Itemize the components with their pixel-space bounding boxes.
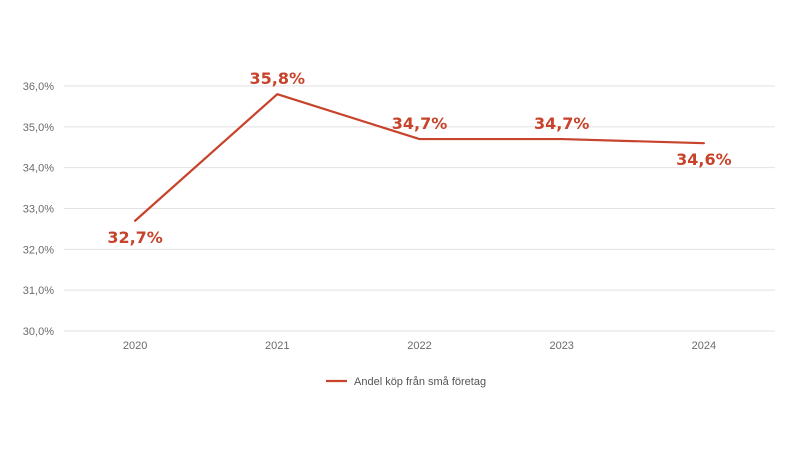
x-tick-label: 2021 [265, 340, 289, 352]
y-tick-label: 33,0% [23, 204, 54, 216]
y-tick-label: 32,0% [23, 244, 54, 256]
y-axis-tick-labels: 30,0% 31,0% 32,0% 33,0% 34,0% 35,0% 36,0% [23, 81, 54, 338]
legend-label: Andel köp från små företag [354, 376, 486, 388]
data-label: 32,7% [107, 228, 163, 247]
data-label: 35,8% [250, 69, 306, 88]
y-tick-label: 35,0% [23, 122, 54, 134]
y-tick-label: 31,0% [23, 285, 54, 297]
x-tick-label: 2022 [407, 340, 431, 352]
y-tick-label: 36,0% [23, 81, 54, 93]
series-lines [134, 93, 706, 222]
gridlines [64, 85, 775, 332]
data-label: 34,6% [676, 150, 732, 169]
x-axis-tick-labels: 2020 2021 2022 2023 2024 [123, 340, 716, 352]
legend: Andel köp från små företag [326, 376, 486, 388]
series-line [134, 93, 706, 222]
data-label: 34,7% [534, 114, 590, 133]
x-tick-label: 2024 [692, 340, 716, 352]
data-labels: 32,7% 35,8% 34,7% 34,7% 34,6% [107, 69, 731, 247]
x-tick-label: 2020 [123, 340, 147, 352]
data-label: 34,7% [392, 114, 448, 133]
x-tick-label: 2023 [549, 340, 573, 352]
y-tick-label: 30,0% [23, 326, 54, 338]
y-tick-label: 34,0% [23, 163, 54, 175]
